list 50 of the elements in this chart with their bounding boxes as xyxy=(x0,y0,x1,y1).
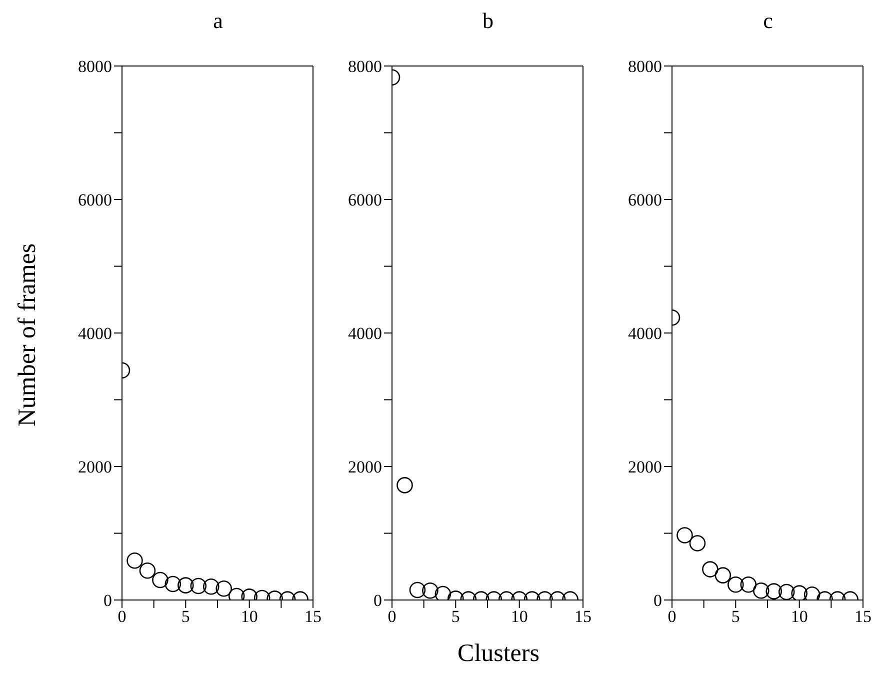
point xyxy=(139,562,156,579)
chart-title: a xyxy=(212,8,224,34)
y-tick-label: 0 xyxy=(654,591,662,610)
point xyxy=(778,584,795,600)
y-tick-label: 8000 xyxy=(348,57,382,76)
y-tick-label: 4000 xyxy=(628,324,662,344)
y-tick-label: 6000 xyxy=(78,190,112,210)
point xyxy=(791,585,808,600)
chart-title: b xyxy=(482,8,494,34)
x-tick-label: 15 xyxy=(574,607,592,626)
point xyxy=(202,578,220,595)
x-tick-label: 10 xyxy=(240,607,258,626)
point xyxy=(728,576,744,593)
point xyxy=(766,583,782,600)
point xyxy=(152,572,168,588)
point xyxy=(689,535,706,552)
x-tick-label: 0 xyxy=(118,607,126,626)
x-tick-label: 15 xyxy=(304,607,322,626)
point xyxy=(178,577,194,594)
y-tick-label: 4000 xyxy=(78,324,112,344)
y-tick-label: 2000 xyxy=(78,458,112,477)
point xyxy=(676,527,693,544)
x-axis-title: Clusters xyxy=(456,640,540,668)
point xyxy=(126,552,143,569)
y-tick-label: 8000 xyxy=(628,57,662,76)
y-tick-label: 6000 xyxy=(348,190,382,210)
point xyxy=(702,561,718,578)
point xyxy=(752,582,770,599)
x-tick-label: 10 xyxy=(510,607,528,626)
x-tick-label: 5 xyxy=(181,607,190,626)
y-tick-label: 0 xyxy=(374,591,382,610)
x-tick-label: 10 xyxy=(790,607,808,626)
x-tick-label: 0 xyxy=(388,607,396,626)
point xyxy=(714,567,732,584)
y-tick-label: 6000 xyxy=(628,190,662,210)
y-tick-label: 2000 xyxy=(628,458,662,477)
point xyxy=(216,580,232,597)
y-tick-label: 8000 xyxy=(78,57,112,76)
y-tick-label: 4000 xyxy=(348,324,382,344)
chart-title: c xyxy=(762,8,774,34)
x-tick-label: 5 xyxy=(451,607,460,626)
y-tick-label: 2000 xyxy=(348,458,382,477)
point xyxy=(190,578,207,594)
point xyxy=(740,576,757,593)
point xyxy=(164,576,182,592)
y-tick-label: 0 xyxy=(104,591,112,610)
x-tick-label: 15 xyxy=(854,607,872,626)
x-tick-label: 5 xyxy=(731,607,740,626)
y-axis-title: Number of frames xyxy=(14,243,42,427)
x-tick-label: 0 xyxy=(668,607,676,626)
